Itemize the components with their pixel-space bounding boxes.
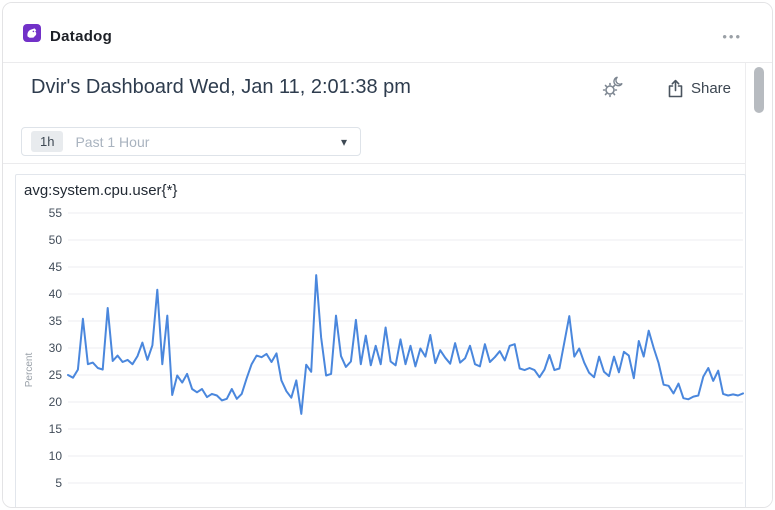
- vertical-scrollbar[interactable]: [754, 67, 764, 113]
- header-bar: Datadog •••: [3, 3, 772, 63]
- theme-toggle-button[interactable]: [597, 73, 627, 103]
- y-tick-label: 20: [49, 395, 63, 409]
- y-tick-label: 55: [49, 206, 63, 220]
- dashboard-title-row: Dvir's Dashboard Wed, Jan 11, 2:01:38 pm: [3, 63, 745, 115]
- app-name: Datadog: [50, 28, 113, 45]
- y-tick-label: 5: [55, 476, 62, 490]
- share-icon: [668, 79, 683, 97]
- chevron-down-icon: ▾: [340, 134, 347, 149]
- share-button-label: Share: [690, 79, 731, 97]
- y-tick-label: 15: [49, 422, 63, 436]
- graph-title: avg:system.cpu.user{*}: [24, 182, 178, 199]
- section-divider: [3, 163, 745, 164]
- more-menu-button[interactable]: •••: [722, 29, 742, 44]
- y-tick-label: 10: [49, 449, 63, 463]
- graph-widget: avg:system.cpu.user{*} 55 50 45 40 35 30 25 20 1…: [15, 174, 747, 508]
- share-button[interactable]: Share: [667, 75, 731, 101]
- y-tick-label: 25: [49, 368, 63, 382]
- y-tick-label: 40: [49, 287, 63, 301]
- y-tick-label: 50: [49, 233, 63, 247]
- page-title: Dvir's Dashboard Wed, Jan 11, 2:01:38 pm: [31, 76, 411, 98]
- y-tick-label: 35: [49, 314, 63, 328]
- time-range-selector[interactable]: 1h Past 1 Hour ▾: [21, 127, 361, 156]
- y-axis-label: Percent: [24, 353, 35, 388]
- sun-moon-icon: [602, 76, 623, 98]
- time-range-label: Past 1 Hour: [75, 133, 150, 150]
- dashboard-content: Dvir's Dashboard Wed, Jan 11, 2:01:38 pm: [3, 63, 772, 507]
- series-line: [67, 274, 744, 415]
- y-tick-label: 45: [49, 260, 63, 274]
- y-tick-label: 30: [49, 341, 63, 355]
- line-chart-canvas[interactable]: 55 50 45 40 35 30 25 20 15 10 5 Percent: [16, 175, 747, 508]
- time-range-badge: 1h: [31, 131, 64, 152]
- datadog-dog-glyph: [27, 28, 37, 38]
- datadog-logo-icon[interactable]: [23, 24, 41, 42]
